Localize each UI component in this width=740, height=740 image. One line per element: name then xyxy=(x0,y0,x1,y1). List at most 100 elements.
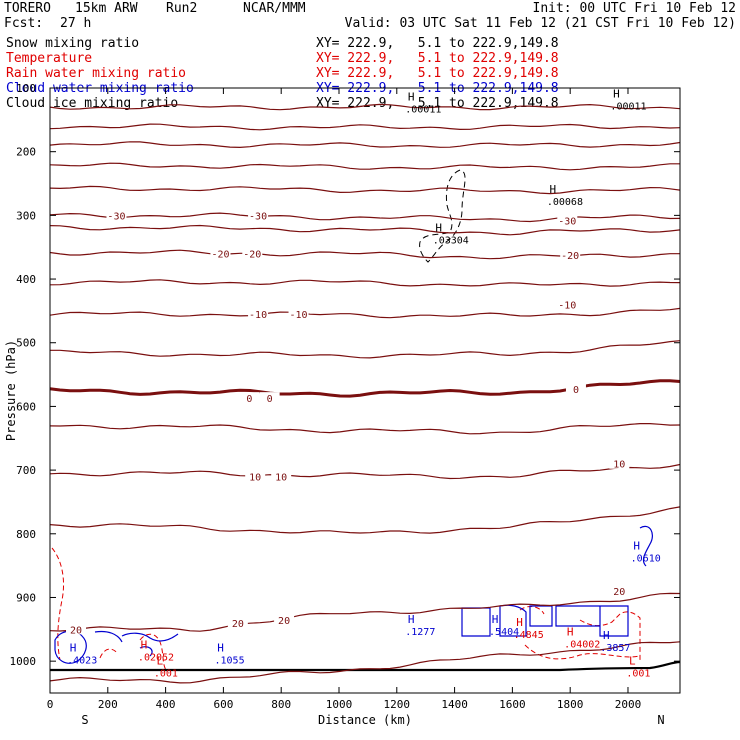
extremum-symbol: H xyxy=(217,642,224,655)
annotations: -30 -30 -30 -20 -20 -20 -10 -10 -10 0 0 0 10 10 10 20 20… xyxy=(66,88,661,679)
x-tick-label: 2000 xyxy=(615,698,642,711)
legend-temperature-xy: XY= 222.9, 5.1 to 222.9,149.8 xyxy=(316,51,559,66)
isotherm-m40 xyxy=(49,162,680,171)
valid-time: Valid: 03 UTC Sat 11 Feb 12 (21 CST Fri … xyxy=(344,16,736,31)
isotherm-m45 xyxy=(49,141,681,149)
south-end-label: S xyxy=(81,713,88,727)
isotherm-label: -20 xyxy=(561,251,579,262)
isotherm-m35 xyxy=(49,185,681,195)
ground-surface xyxy=(50,660,681,672)
isotherm-label-bg xyxy=(259,392,280,404)
run-label: Run2 xyxy=(166,1,198,16)
isotherm-label: 20 xyxy=(278,616,290,627)
isotherm-label-bg xyxy=(239,392,260,404)
extremum-value: .5404 xyxy=(489,627,519,638)
isotherm-label-bg xyxy=(288,308,309,320)
isotherm-m20 xyxy=(49,249,680,260)
y-tick-label: 600 xyxy=(16,400,36,413)
isotherm-label-bg xyxy=(245,470,266,482)
cloud-water-contour xyxy=(54,630,179,664)
extremum-symbol: H xyxy=(435,221,442,234)
x-tick-label: 1200 xyxy=(384,698,411,711)
legend-snow-name: Snow mixing ratio xyxy=(6,36,140,51)
rain-water-contour xyxy=(51,547,167,671)
extremum-value: .00011 xyxy=(405,105,441,116)
init-time: Init: 00 UTC Fri 10 Feb 12 xyxy=(532,1,737,16)
cloud-water-contour-north xyxy=(461,525,653,637)
x-tick-label: 1000 xyxy=(326,698,353,711)
legend-snow-xy: XY= 222.9, 5.1 to 222.9,149.8 xyxy=(316,36,559,51)
isotherm-label-bg xyxy=(106,209,127,221)
isotherm-label-bg xyxy=(227,616,248,628)
extremum-value: .03304 xyxy=(433,235,469,246)
legend-rain-name: Rain water mixing ratio xyxy=(6,66,187,81)
legend-rain-xy: XY= 222.9, 5.1 to 222.9,149.8 xyxy=(316,66,559,81)
extremum-symbol: H xyxy=(633,540,640,553)
isotherm-label: -30 xyxy=(558,216,576,227)
isotherm-label: -30 xyxy=(249,211,267,222)
isotherm-label-bg xyxy=(609,457,630,469)
isotherm-label: -30 xyxy=(107,211,125,222)
isotherm-label: 0 xyxy=(246,394,252,405)
isotherm-label-bg xyxy=(274,613,295,625)
extremum-symbol: L xyxy=(157,654,164,667)
y-tick-label: 100 xyxy=(16,82,36,95)
x-tick-label: 600 xyxy=(213,698,233,711)
cloud-ice-contour xyxy=(419,169,466,263)
isotherm-label: -20 xyxy=(211,250,229,261)
extremum-value: .04002 xyxy=(564,640,600,651)
extremum-value: .00068 xyxy=(547,197,583,208)
y-tick-label: 200 xyxy=(16,146,36,159)
isotherm-label-bg xyxy=(557,298,578,310)
extremum-value: .0610 xyxy=(631,554,661,565)
extremum-symbol: H xyxy=(613,88,620,101)
isotherm-label: -10 xyxy=(290,310,308,321)
extremum-symbol: H xyxy=(516,616,523,629)
y-tick-label: 1000 xyxy=(10,655,37,668)
isotherm-label-bg xyxy=(66,623,87,635)
forecast-label: Fcst: xyxy=(4,16,44,31)
isotherm-m55 xyxy=(49,103,681,111)
isotherm-label-bg xyxy=(210,247,231,259)
x-tick-label: 1400 xyxy=(441,698,468,711)
forecast-hour: 27 h xyxy=(60,16,92,31)
isotherm-label: 10 xyxy=(613,460,625,471)
isotherm-label: -10 xyxy=(558,301,576,312)
isotherm-m25 xyxy=(49,224,681,236)
extremum-value: .4023 xyxy=(67,656,97,667)
extremum-symbol: H xyxy=(141,638,148,651)
x-tick-label: 200 xyxy=(98,698,118,711)
isotherm-label: 0 xyxy=(267,394,273,405)
isotherm-label: 10 xyxy=(249,472,261,483)
y-tick-label: 300 xyxy=(16,209,36,222)
isotherm-m30 xyxy=(49,212,681,223)
isotherm-label: 10 xyxy=(275,472,287,483)
y-tick-label: 900 xyxy=(16,591,36,604)
north-end-label: N xyxy=(657,713,664,727)
isotherm-label: 20 xyxy=(70,625,82,636)
isotherm-label-bg xyxy=(557,214,578,226)
resolution: 15km ARW xyxy=(75,1,138,16)
y-axis-label: Pressure (hPa) xyxy=(4,340,18,441)
isotherm-label: 20 xyxy=(232,619,244,630)
isotherm-m15 xyxy=(49,279,681,287)
extremum-value: .4845 xyxy=(514,630,544,641)
extremum-symbol: H xyxy=(492,613,499,626)
x-tick-label: 1800 xyxy=(557,698,584,711)
extremum-value: .02052 xyxy=(138,652,174,663)
isotherm-15 xyxy=(49,506,681,534)
extremum-symbol: H xyxy=(408,91,415,104)
isotherm-m50 xyxy=(49,123,681,131)
x-axis-label: Distance (km) xyxy=(318,713,412,727)
isotherm-m5 xyxy=(50,340,681,359)
x-tick-label: 400 xyxy=(156,698,176,711)
isotherm-label-bg xyxy=(248,308,269,320)
isotherm-label: -10 xyxy=(249,310,267,321)
isotherm-label-bg xyxy=(609,585,630,597)
extremum-value: .1277 xyxy=(405,627,435,638)
y-tick-label: 400 xyxy=(16,273,36,286)
extremum-value: .1055 xyxy=(215,656,245,667)
legend-temperature-name: Temperature xyxy=(6,51,93,66)
extremum-value: .001 xyxy=(626,668,650,679)
extremum-symbol: H xyxy=(70,642,77,655)
